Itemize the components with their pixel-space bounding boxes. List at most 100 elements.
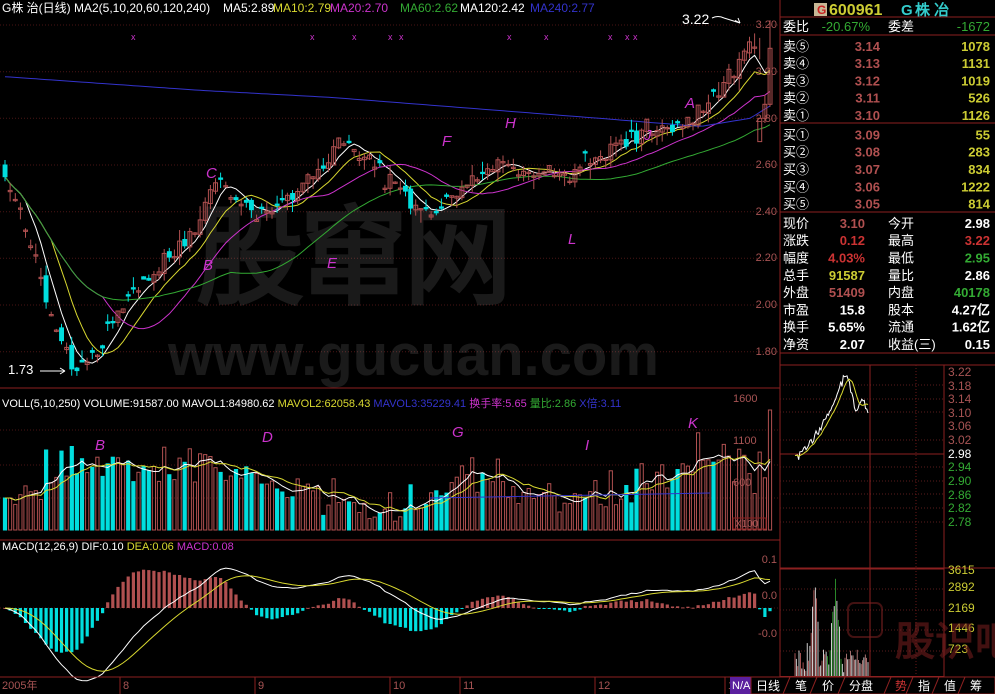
svg-text:1.80: 1.80	[756, 346, 777, 358]
svg-text:1126: 1126	[962, 108, 990, 123]
svg-text:市盈: 市盈	[783, 302, 809, 317]
svg-text:15.8: 15.8	[840, 302, 865, 317]
svg-text:卖④: 卖④	[783, 56, 809, 71]
svg-text:2.94: 2.94	[948, 460, 972, 474]
svg-text:买④: 买④	[783, 179, 809, 194]
svg-text:G株 治(日线) MA2(5,10,20,60,120,24: G株 治(日线) MA2(5,10,20,60,120,240)	[2, 0, 210, 15]
svg-text:2.90: 2.90	[948, 474, 972, 488]
svg-text:量比: 量比	[888, 268, 914, 283]
svg-text:3.10: 3.10	[855, 108, 880, 123]
svg-text:2.98: 2.98	[948, 447, 972, 461]
svg-text:1222: 1222	[961, 179, 990, 194]
svg-text:x: x	[608, 32, 613, 42]
svg-text:3.02: 3.02	[948, 433, 972, 447]
svg-text:3.10: 3.10	[948, 406, 972, 420]
svg-text:x: x	[310, 32, 315, 42]
svg-text:2005年: 2005年	[2, 678, 37, 692]
svg-text:卖②: 卖②	[783, 91, 809, 106]
svg-text:MA240:2.77: MA240:2.77	[530, 1, 595, 15]
svg-text:3.11: 3.11	[855, 91, 880, 106]
svg-text:F: F	[442, 133, 452, 150]
svg-text:K: K	[688, 415, 699, 432]
svg-text:卖③: 卖③	[783, 73, 809, 88]
svg-text:-20.67%: -20.67%	[822, 19, 871, 34]
svg-text:814: 814	[968, 197, 990, 212]
svg-text:指: 指	[918, 678, 930, 693]
svg-text:5.65%: 5.65%	[828, 320, 865, 335]
svg-text:0.12: 0.12	[840, 233, 865, 248]
svg-text:株 冶: 株 冶	[915, 1, 949, 19]
svg-text:MA5:2.89: MA5:2.89	[223, 1, 275, 15]
svg-text:1600: 1600	[733, 393, 757, 405]
svg-text:1078: 1078	[961, 39, 990, 54]
svg-text:-0.0: -0.0	[758, 628, 777, 640]
svg-text:10: 10	[393, 680, 405, 692]
svg-text:笔: 笔	[795, 678, 807, 693]
svg-text:买①: 买①	[783, 127, 809, 142]
svg-text:3.09: 3.09	[855, 127, 880, 142]
svg-text:600: 600	[733, 477, 751, 489]
svg-text:A: A	[684, 95, 695, 112]
svg-text:值: 值	[944, 678, 956, 693]
svg-text:51409: 51409	[829, 285, 865, 300]
svg-text:G: G	[452, 424, 464, 441]
svg-text:12: 12	[598, 680, 610, 692]
svg-text:2.98: 2.98	[965, 216, 990, 231]
svg-text:2.20: 2.20	[756, 252, 777, 264]
svg-text:J: J	[643, 127, 652, 144]
svg-text:3.22: 3.22	[682, 11, 709, 27]
svg-text:今开: 今开	[888, 216, 914, 231]
svg-text:3.18: 3.18	[948, 379, 972, 393]
svg-text:3.10: 3.10	[840, 216, 865, 231]
svg-text:526: 526	[968, 91, 990, 106]
svg-text:换手: 换手	[783, 320, 809, 335]
svg-text:91587: 91587	[829, 268, 865, 283]
svg-text:2.80: 2.80	[756, 113, 777, 125]
svg-text:2.86: 2.86	[948, 488, 972, 502]
svg-text:C: C	[206, 165, 217, 182]
svg-text:股窜网: 股窜网	[196, 197, 508, 318]
svg-text:E: E	[327, 255, 338, 272]
svg-text:分盘: 分盘	[849, 678, 873, 693]
svg-text:1.62亿: 1.62亿	[952, 320, 990, 335]
svg-text:外盘: 外盘	[783, 285, 809, 300]
svg-text:B: B	[95, 437, 105, 454]
svg-text:买③: 买③	[783, 162, 809, 177]
svg-text:委比: 委比	[783, 19, 809, 34]
svg-text:x: x	[625, 32, 630, 42]
svg-text:内盘: 内盘	[888, 285, 914, 300]
svg-text:3.12: 3.12	[855, 73, 880, 88]
svg-text:1100: 1100	[733, 435, 757, 447]
svg-text:2.00: 2.00	[756, 299, 777, 311]
svg-text:0.1: 0.1	[762, 554, 777, 566]
svg-text:筹: 筹	[970, 679, 982, 693]
svg-text:日线: 日线	[756, 679, 780, 693]
svg-text:D: D	[262, 429, 273, 446]
svg-text:2169: 2169	[948, 601, 975, 615]
svg-text:1019: 1019	[961, 73, 990, 88]
svg-text:x: x	[507, 32, 512, 42]
svg-text:4.03%: 4.03%	[828, 251, 865, 266]
svg-text:势: 势	[895, 679, 907, 693]
svg-text:-1672: -1672	[957, 19, 990, 34]
svg-text:股识吧: 股识吧	[895, 620, 995, 664]
svg-text:3.22: 3.22	[965, 233, 990, 248]
svg-text:4.27亿: 4.27亿	[952, 302, 990, 317]
svg-text:卖⑤: 卖⑤	[783, 39, 809, 54]
svg-text:MA60:2.62: MA60:2.62	[400, 1, 458, 15]
svg-text:3.22: 3.22	[948, 365, 972, 379]
svg-text:x: x	[399, 32, 404, 42]
svg-text:H: H	[505, 115, 516, 132]
svg-text:卖①: 卖①	[783, 108, 809, 123]
svg-text:3.06: 3.06	[855, 179, 880, 194]
svg-text:幅度: 幅度	[783, 251, 809, 266]
svg-text:MA10:2.79: MA10:2.79	[273, 1, 331, 15]
svg-text:9: 9	[258, 680, 264, 692]
svg-text:MA120:2.42: MA120:2.42	[460, 1, 525, 15]
svg-text:B: B	[203, 257, 213, 274]
svg-text:VOLL(5,10,250) VOLUME:91587.00: VOLL(5,10,250) VOLUME:91587.00 MAVOL1:84…	[2, 396, 621, 410]
svg-text:G: G	[817, 3, 826, 17]
svg-text:2.78: 2.78	[948, 515, 972, 529]
svg-text:1.73: 1.73	[8, 362, 33, 377]
svg-text:0.0: 0.0	[762, 590, 777, 602]
